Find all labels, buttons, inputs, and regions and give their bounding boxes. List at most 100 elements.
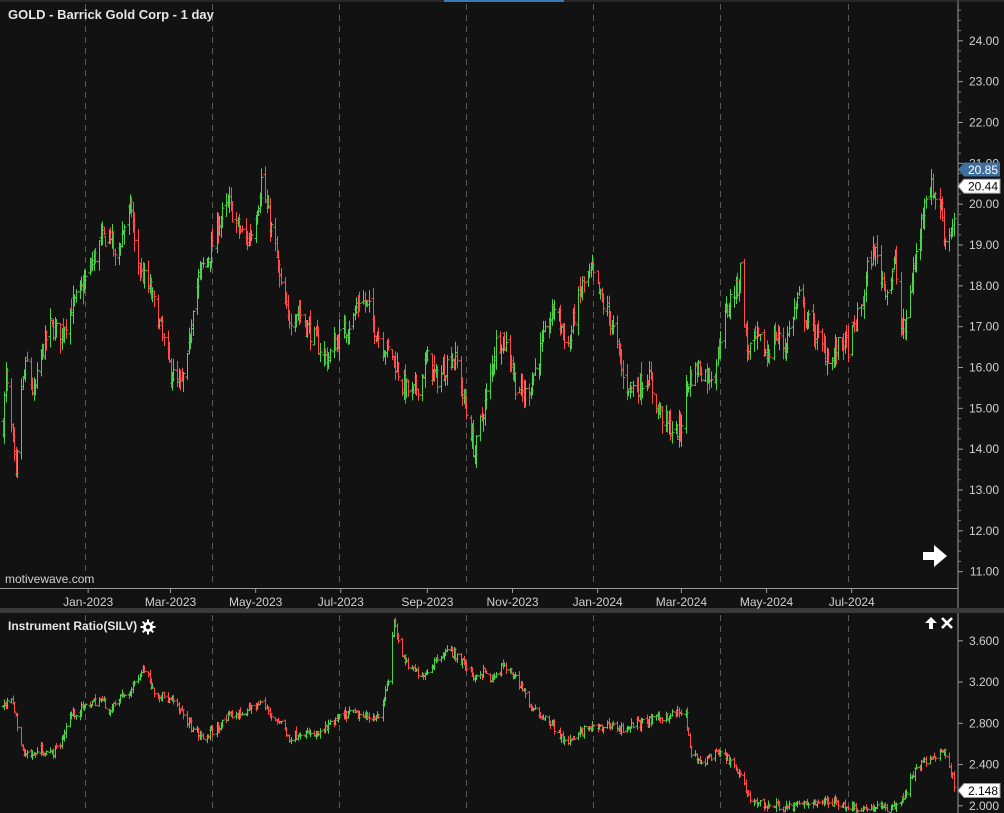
price-bar [376, 327, 381, 348]
ratio-bar [386, 679, 391, 687]
ratio-bar-group [1, 617, 957, 813]
svg-text:20.85: 20.85 [968, 163, 998, 177]
ratio-bar [64, 722, 69, 738]
ratio-bar [83, 703, 88, 708]
price-bar [572, 304, 577, 327]
price-bar [894, 245, 899, 285]
price-bar [347, 320, 352, 345]
ratio-bar [142, 665, 147, 674]
price-bar [523, 380, 528, 408]
price-bar [914, 243, 919, 273]
price-bar [631, 380, 636, 397]
ratio-bar [718, 750, 723, 757]
ratio-bar [875, 800, 880, 810]
price-bar [865, 256, 870, 287]
ratio-bar [582, 725, 587, 739]
ratio-bar [513, 672, 518, 679]
price-bar [337, 319, 342, 361]
ratio-bar [784, 800, 789, 810]
price-bar [279, 267, 284, 286]
ratio-bar [464, 660, 469, 673]
ratio-bar [572, 736, 577, 740]
ratio-bar [650, 713, 655, 725]
price-bar [367, 290, 372, 313]
ratio-bar [289, 736, 294, 745]
price-bar [908, 284, 913, 318]
price-bar [513, 372, 518, 400]
svg-text:20.44: 20.44 [968, 180, 998, 194]
price-bar [787, 320, 792, 338]
y-tick-label: 2.400 [969, 758, 999, 772]
price-bar [591, 261, 596, 281]
price-bar [628, 382, 633, 399]
y-tick-label: 13.00 [969, 483, 999, 497]
y-tick-label: 3.200 [969, 675, 999, 689]
price-bar [54, 318, 59, 338]
ratio-bar [74, 714, 79, 720]
ratio-bar [894, 802, 899, 812]
price-bar [640, 381, 645, 399]
ratio-bar [611, 720, 616, 727]
ratio-bar [601, 726, 606, 734]
ratio-bar [826, 797, 831, 809]
price-bar [455, 345, 460, 369]
ratio-bar [44, 750, 49, 754]
x-tick-label: Jan-2024 [573, 595, 623, 609]
ratio-bar [54, 743, 59, 749]
price-bar [660, 405, 665, 434]
arrow-up-icon[interactable] [925, 617, 937, 629]
ratio-bar [636, 715, 641, 721]
price-bar [210, 228, 215, 247]
ratio-bar [748, 790, 753, 804]
y-tick-label: 19.00 [969, 238, 999, 252]
price-bar [685, 381, 690, 397]
ratio-bar [5, 697, 10, 710]
ratio-bar [122, 694, 127, 698]
ratio-bar [865, 806, 870, 812]
ratio-bar [806, 801, 811, 809]
high-price-label: 20.85 [958, 162, 1000, 177]
ratio-bar [924, 756, 929, 767]
price-bar [758, 333, 763, 342]
price-bar [670, 421, 675, 444]
ratio-bar [816, 799, 821, 804]
ratio-bar [543, 715, 548, 721]
ratio-bar [347, 706, 352, 715]
close-icon[interactable] [941, 617, 953, 629]
price-bar [249, 230, 254, 241]
pane-separator [0, 608, 1004, 613]
price-bar [44, 330, 49, 351]
ratio-bar [15, 713, 20, 732]
price-bar [924, 195, 929, 209]
arrow-right-icon[interactable] [922, 544, 948, 568]
gear-icon[interactable] [140, 619, 156, 635]
price-bar [904, 309, 909, 341]
ratio-bar [435, 654, 440, 663]
ratio-bar [699, 760, 704, 765]
price-bar [806, 309, 811, 329]
price-bar [699, 366, 704, 383]
price-bar [171, 359, 176, 382]
ratio-bar [210, 725, 215, 738]
price-bar [102, 226, 107, 236]
price-bar [679, 414, 684, 447]
price-bar [484, 383, 489, 410]
y-tick-label: 17.00 [969, 320, 999, 334]
price-bar [35, 362, 40, 389]
ratio-bar [230, 709, 235, 719]
last-price-label: 20.44 [957, 178, 1001, 194]
ratio-bar [416, 666, 421, 679]
x-tick-label: Mar-2024 [656, 595, 708, 609]
price-bar [650, 372, 655, 404]
ratio-bar [308, 729, 313, 738]
price-bar [83, 270, 88, 290]
price-bar [113, 248, 118, 266]
x-tick-label: May-2024 [740, 595, 794, 609]
ratio-bar [318, 728, 323, 739]
price-bar [132, 212, 137, 252]
price-bar [269, 221, 274, 238]
price-bar [357, 291, 362, 312]
price-bar [64, 318, 69, 339]
ratio-bar [406, 657, 411, 670]
